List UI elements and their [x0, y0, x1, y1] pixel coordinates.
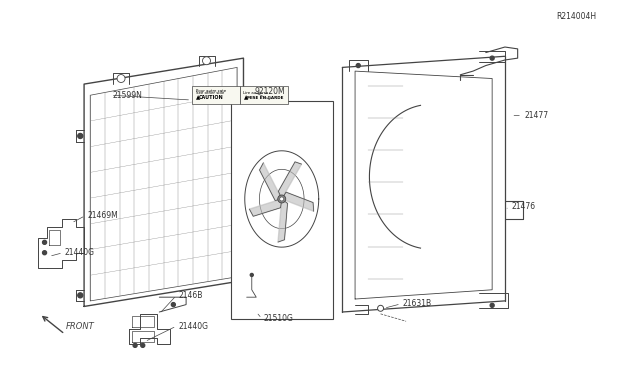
Circle shape: [250, 273, 253, 276]
Circle shape: [78, 134, 83, 138]
Text: 21477: 21477: [524, 111, 548, 120]
Circle shape: [117, 74, 125, 83]
Circle shape: [133, 343, 137, 347]
Text: R214004H: R214004H: [556, 12, 596, 21]
Circle shape: [280, 197, 284, 201]
Text: Lire au verso: Lire au verso: [243, 92, 269, 95]
Text: Pour autre cote: Pour autre cote: [196, 89, 226, 93]
Text: FRONT: FRONT: [66, 322, 95, 331]
Polygon shape: [250, 199, 282, 216]
Text: 21510G: 21510G: [264, 314, 294, 323]
Circle shape: [378, 305, 383, 311]
Polygon shape: [278, 199, 287, 242]
Bar: [193, 86, 240, 104]
Text: See other side: See other side: [196, 92, 224, 95]
Text: 21476: 21476: [511, 202, 536, 211]
Text: ▲: ▲: [196, 95, 200, 100]
Text: 21599N: 21599N: [113, 91, 143, 100]
Polygon shape: [278, 162, 301, 199]
Circle shape: [490, 56, 494, 60]
Polygon shape: [282, 192, 314, 211]
Circle shape: [243, 104, 248, 109]
Polygon shape: [259, 163, 282, 201]
Circle shape: [42, 240, 47, 244]
Text: 92120M: 92120M: [255, 87, 285, 96]
Text: 21440G: 21440G: [179, 321, 209, 331]
Text: 2146B: 2146B: [179, 291, 203, 300]
Text: 21440G: 21440G: [65, 248, 95, 257]
Text: ▲: ▲: [243, 95, 248, 100]
Circle shape: [42, 251, 47, 255]
Circle shape: [490, 303, 494, 307]
Circle shape: [202, 57, 211, 65]
Circle shape: [141, 343, 145, 347]
Bar: [240, 86, 288, 104]
Circle shape: [244, 276, 249, 281]
Circle shape: [278, 195, 285, 203]
Circle shape: [78, 293, 83, 298]
Text: 21469M: 21469M: [87, 211, 118, 220]
Text: CAUTION: CAUTION: [199, 95, 223, 100]
Bar: [231, 101, 333, 320]
Circle shape: [356, 64, 360, 68]
Text: MISE EN GARDE: MISE EN GARDE: [246, 96, 283, 100]
Circle shape: [172, 302, 175, 307]
Text: 21631B: 21631B: [403, 299, 432, 308]
